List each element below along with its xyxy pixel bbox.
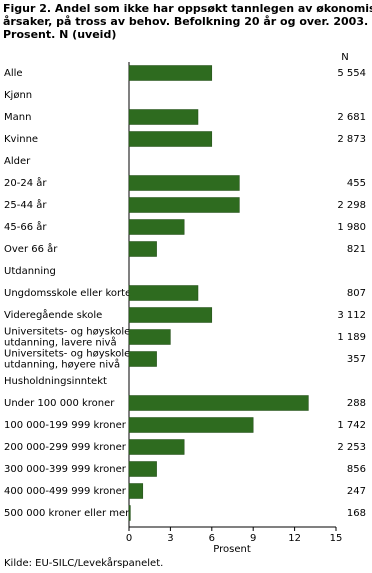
category-label: 300 000-399 999 kroner	[4, 464, 127, 475]
category-label: 20-24 år	[4, 176, 47, 189]
x-tick-label: 15	[330, 533, 343, 544]
bar	[128, 307, 213, 323]
group-header: Kjønn	[4, 90, 32, 101]
n-value: 455	[347, 178, 366, 189]
n-value: 2 298	[337, 200, 366, 211]
category-label: 200 000-299 999 kroner	[4, 442, 127, 453]
n-value: 288	[347, 398, 366, 409]
n-value: 5 554	[337, 68, 366, 79]
bar	[128, 175, 240, 191]
bar	[128, 483, 144, 499]
x-tick-label: 12	[288, 533, 301, 544]
n-value: 2 253	[337, 442, 366, 453]
category-label: Under 100 000 kroner	[4, 398, 115, 409]
n-value: 821	[347, 244, 366, 255]
group-header: Utdanning	[4, 266, 56, 277]
bar	[128, 241, 157, 257]
category-label: Mann	[4, 112, 31, 123]
n-value: 247	[347, 486, 366, 497]
group-header: Husholdningsinntekt	[4, 376, 107, 387]
n-value: 1 189	[337, 332, 366, 343]
n-value: 1 742	[337, 420, 366, 431]
bar	[128, 219, 185, 235]
bar	[128, 197, 240, 213]
bar	[128, 439, 185, 455]
bar	[128, 417, 254, 433]
x-tick-label: 9	[250, 533, 256, 544]
chart-title: Figur 2. Andel som ikke har oppsøkt tann…	[3, 2, 372, 41]
category-label: 25-44 år	[4, 198, 47, 211]
n-value: 168	[347, 508, 366, 519]
category-label: Ungdomsskole eller kortere	[4, 288, 141, 299]
bar	[128, 65, 213, 81]
bar	[128, 351, 157, 367]
category-label: 100 000-199 999 kroner	[4, 420, 127, 431]
n-value: 1 980	[337, 222, 366, 233]
n-value: 3 112	[337, 310, 366, 321]
n-value: 357	[347, 354, 366, 365]
bar	[128, 395, 309, 411]
category-label: Videregående skole	[4, 308, 102, 321]
n-value: 807	[347, 288, 366, 299]
n-header: N	[341, 52, 348, 63]
bar	[128, 505, 131, 521]
category-label: Alle	[4, 68, 23, 79]
x-tick-label: 6	[209, 533, 215, 544]
category-label: Universitets- og høyskole-utdanning, lav…	[4, 327, 134, 349]
n-value: 2 681	[337, 112, 366, 123]
group-header: Alder	[4, 156, 31, 167]
x-tick-label: 0	[126, 533, 132, 544]
category-label: 45-66 år	[4, 220, 47, 233]
bar	[128, 131, 213, 147]
category-label: 400 000-499 999 kroner	[4, 486, 127, 497]
x-axis-label: Prosent	[213, 544, 251, 555]
x-tick-label: 3	[167, 533, 173, 544]
bar	[128, 109, 199, 125]
bar	[128, 461, 157, 477]
bar	[128, 285, 199, 301]
bar	[128, 329, 171, 345]
category-label: Over 66 år	[4, 242, 58, 255]
category-label: Universitets- og høyskole-utdanning, høy…	[4, 349, 134, 371]
n-value: 856	[347, 464, 366, 475]
category-label: 500 000 kroner eller mer	[4, 508, 130, 519]
n-value: 2 873	[337, 134, 366, 145]
category-label: Kvinne	[4, 134, 38, 145]
source: Kilde: EU-SILC/Levekårspanelet.	[4, 556, 163, 569]
